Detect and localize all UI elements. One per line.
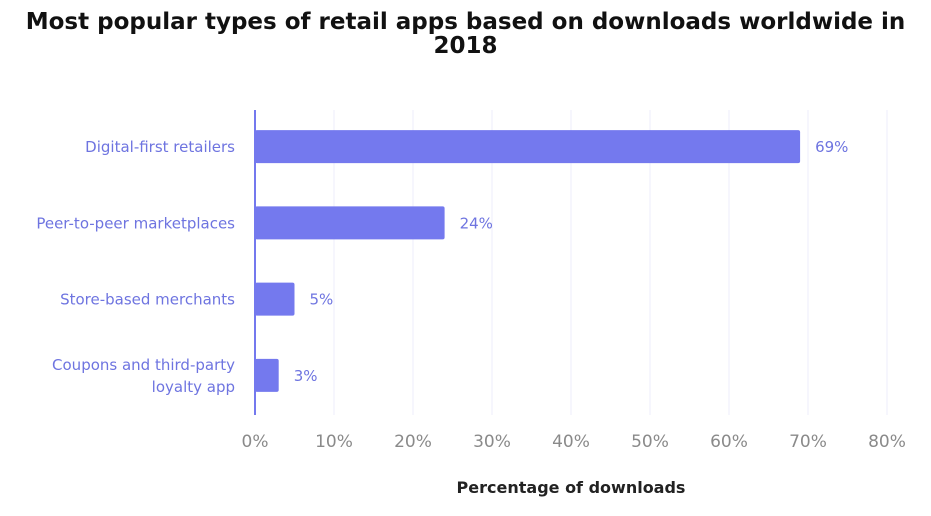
data-label: 69% <box>815 138 848 156</box>
data-label: 3% <box>294 367 318 385</box>
y-tick-label: Store-based merchants <box>60 291 235 309</box>
x-tick-label: 0% <box>242 432 269 452</box>
x-tick-label: 30% <box>473 432 511 452</box>
x-tick-label: 10% <box>315 432 353 452</box>
x-tick-label: 70% <box>789 432 827 452</box>
x-tick-label: 50% <box>631 432 669 452</box>
bar <box>255 130 801 164</box>
x-tick-label: 20% <box>394 432 432 452</box>
bar <box>255 358 279 392</box>
chart-title: Most popular types of retail apps based … <box>25 9 906 59</box>
x-axis-label: Percentage of downloads <box>456 478 686 497</box>
y-tick-label: Digital-first retailers <box>85 138 235 156</box>
bar <box>255 282 295 316</box>
bar <box>255 206 445 240</box>
y-tick-label: loyalty app <box>152 378 235 396</box>
x-tick-label: 60% <box>710 432 748 452</box>
y-tick-label: Coupons and third-party <box>52 356 235 374</box>
x-tick-label: 80% <box>868 432 906 452</box>
y-tick-label: Peer-to-peer marketplaces <box>36 214 235 232</box>
data-label: 5% <box>310 291 334 309</box>
x-tick-label: 40% <box>552 432 590 452</box>
data-label: 24% <box>460 214 493 232</box>
